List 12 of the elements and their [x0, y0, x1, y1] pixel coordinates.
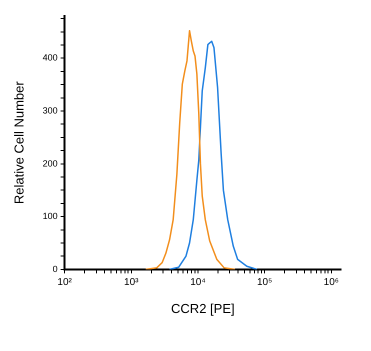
y-axis-title: Relative Cell Number	[11, 80, 26, 204]
x-tick-label: 10⁵	[256, 277, 272, 288]
y-tick-label: 400	[42, 52, 58, 63]
y-tick-label: 0	[52, 264, 58, 274]
x-tick-label: 10⁴	[190, 277, 206, 288]
y-tick-label: 200	[42, 158, 58, 168]
x-axis-title: CCR2 [PE]	[171, 300, 235, 316]
x-tick-label: 10²	[57, 277, 73, 288]
y-tick-label: 100	[42, 211, 58, 222]
x-tick-label: 10³	[124, 277, 140, 288]
x-tick-label: 10⁶	[324, 277, 339, 288]
y-tick-label: 300	[42, 106, 58, 116]
